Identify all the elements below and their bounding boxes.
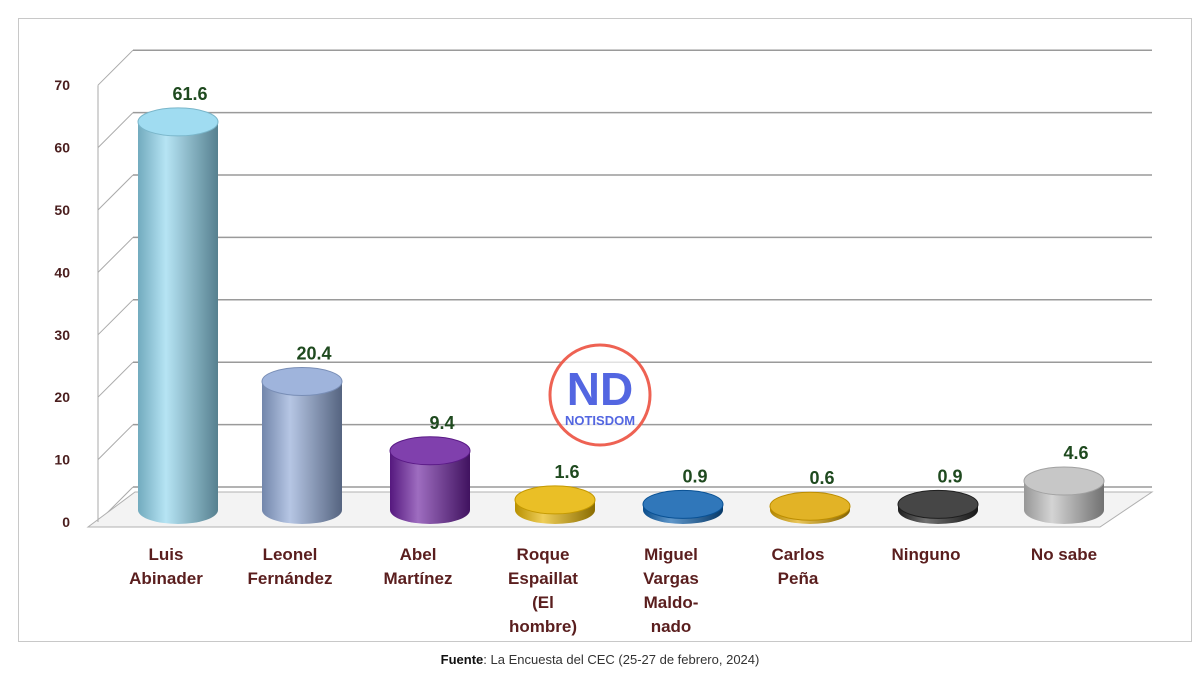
category-label: Carlos [772, 545, 825, 564]
bar-top [1023, 466, 1105, 496]
category-label: Martínez [384, 569, 453, 588]
value-label: 0.6 [809, 468, 834, 488]
source-label: Fuente [440, 652, 484, 667]
bar-body [138, 121, 218, 525]
category-label: Abinader [129, 569, 203, 588]
grid-diagonal [97, 237, 134, 273]
bar-top [769, 491, 851, 521]
category-label: Vargas [643, 569, 699, 588]
category-label: Fernández [247, 569, 332, 588]
bar-top [897, 489, 979, 519]
y-tick-label: 40 [54, 264, 70, 280]
value-label: 0.9 [682, 466, 707, 486]
category-label: Leonel [263, 545, 318, 564]
category-label: Espaillat [508, 569, 578, 588]
value-label: 9.4 [429, 413, 454, 433]
bar-0 [137, 107, 219, 525]
watermark-logo-name: NOTISDOM [565, 413, 635, 428]
value-label: 4.6 [1063, 443, 1088, 463]
bar-2 [389, 436, 471, 524]
bar-4 [642, 489, 724, 524]
watermark-logo-initials: ND [567, 363, 633, 415]
category-label: nado [651, 617, 692, 636]
category-label: Maldo- [644, 593, 699, 612]
bar-body [262, 381, 342, 524]
y-tick-label: 10 [54, 452, 70, 468]
bar-7 [1023, 466, 1105, 524]
grid-diagonal [97, 112, 134, 148]
category-label: Luis [149, 545, 184, 564]
value-label: 20.4 [296, 343, 331, 363]
bar-6 [897, 489, 979, 524]
bar-top [137, 107, 219, 137]
y-tick-label: 0 [62, 514, 70, 530]
y-tick-label: 60 [54, 140, 70, 156]
bar-top [261, 366, 343, 396]
watermark-ring [548, 343, 652, 447]
y-tick-label: 50 [54, 202, 70, 218]
category-label: Miguel [644, 545, 698, 564]
grid-diagonal [97, 174, 134, 211]
bar-body [390, 450, 470, 524]
source-text: : La Encuesta del CEC (25-27 de febrero,… [483, 652, 760, 667]
y-tick-label: 30 [54, 327, 70, 343]
bar-3 [514, 485, 596, 524]
grid-diagonal [97, 424, 134, 460]
grid-diagonal [97, 299, 134, 336]
category-label: Roque [517, 545, 570, 564]
value-label: 61.6 [172, 84, 207, 104]
category-label: (El [532, 593, 554, 612]
bar-top [389, 436, 471, 466]
grid-diagonal [97, 361, 134, 398]
category-label: No sabe [1031, 545, 1097, 564]
category-label: Abel [400, 545, 437, 564]
source-note: Fuente: La Encuesta del CEC (25-27 de fe… [0, 652, 1200, 667]
bar-top [514, 485, 596, 515]
value-label: 0.9 [937, 466, 962, 486]
bar-5 [769, 491, 851, 524]
floor [86, 491, 1154, 528]
value-label: 1.6 [554, 462, 579, 482]
bar-1 [261, 366, 343, 524]
y-tick-label: 70 [54, 77, 70, 93]
bar-top [642, 489, 724, 519]
category-label: hombre) [509, 617, 577, 636]
grid-diagonal [97, 49, 134, 86]
category-label: Peña [778, 569, 819, 588]
y-tick-label: 20 [54, 389, 70, 405]
category-label: Ninguno [892, 545, 961, 564]
